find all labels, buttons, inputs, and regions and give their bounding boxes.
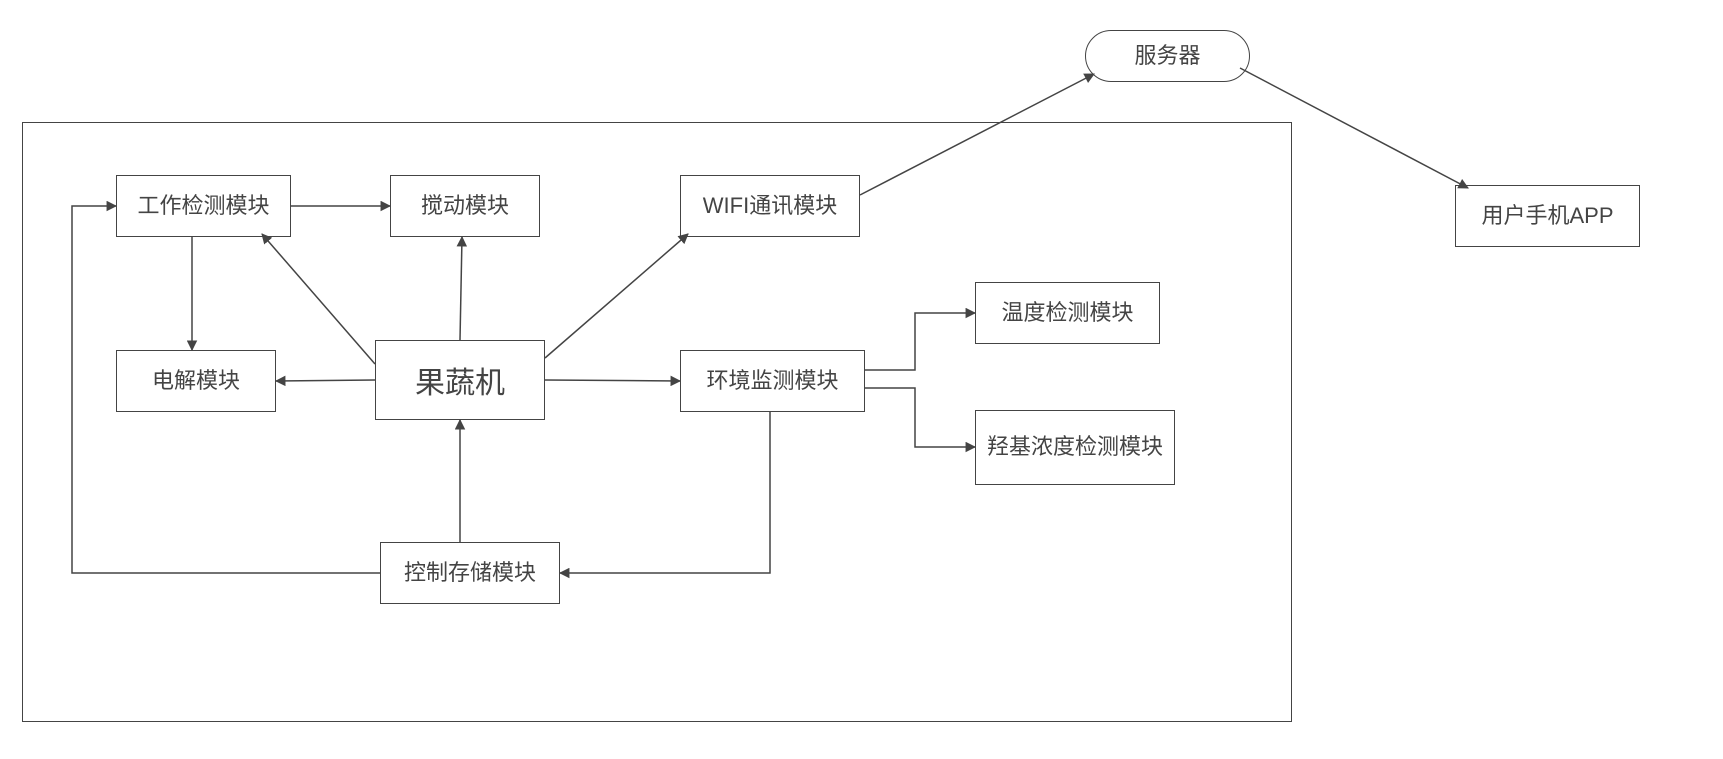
node-server: 服务器 bbox=[1085, 30, 1250, 82]
node-hydroxyl-label: 羟基浓度检测模块 bbox=[987, 434, 1163, 460]
node-server-label: 服务器 bbox=[1134, 43, 1200, 69]
node-electrolysis: 电解模块 bbox=[116, 350, 276, 412]
node-temp-label: 温度检测模块 bbox=[1001, 300, 1133, 326]
node-stir: 搅动模块 bbox=[390, 175, 540, 237]
node-wifi-label: WIFI通讯模块 bbox=[703, 193, 837, 219]
node-work-detect-label: 工作检测模块 bbox=[137, 193, 269, 219]
node-env: 环境监测模块 bbox=[680, 350, 865, 412]
node-hydroxyl: 羟基浓度检测模块 bbox=[975, 410, 1175, 485]
node-core-label: 果蔬机 bbox=[415, 358, 505, 402]
node-stir-label: 搅动模块 bbox=[421, 193, 509, 219]
node-temp: 温度检测模块 bbox=[975, 282, 1160, 344]
node-work-detect: 工作检测模块 bbox=[116, 175, 291, 237]
node-app: 用户手机APP bbox=[1455, 185, 1640, 247]
node-control: 控制存储模块 bbox=[380, 542, 560, 604]
node-wifi: WIFI通讯模块 bbox=[680, 175, 860, 237]
node-core: 果蔬机 bbox=[375, 340, 545, 420]
node-app-label: 用户手机APP bbox=[1481, 203, 1613, 229]
node-electrolysis-label: 电解模块 bbox=[152, 368, 240, 394]
node-env-label: 环境监测模块 bbox=[706, 368, 838, 394]
node-control-label: 控制存储模块 bbox=[404, 560, 536, 586]
